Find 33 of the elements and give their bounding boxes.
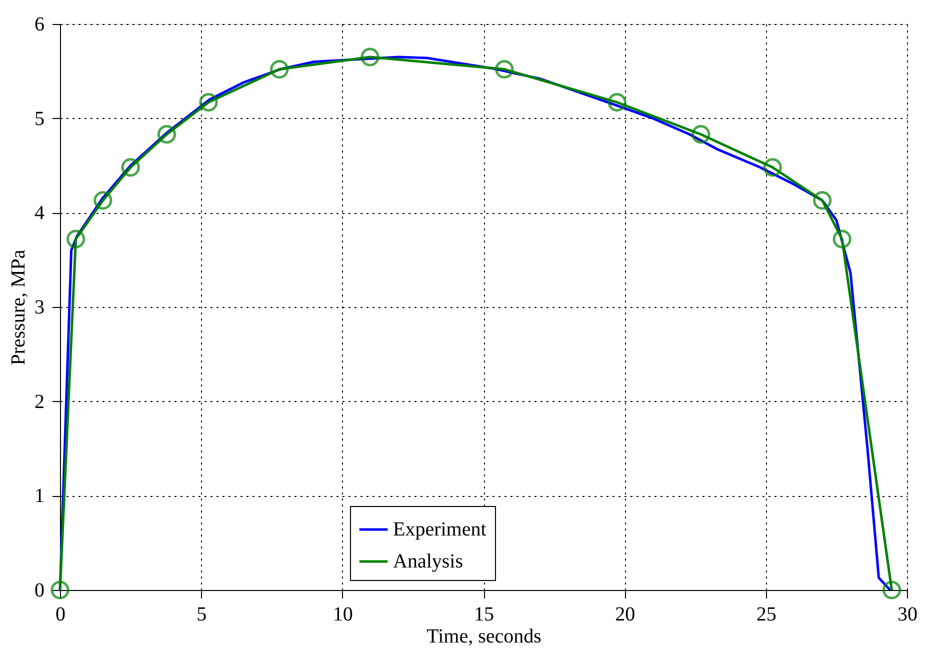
x-tick-label: 15 bbox=[474, 604, 494, 626]
point bbox=[832, 230, 852, 248]
point bbox=[692, 125, 710, 144]
legend-label: Experiment bbox=[393, 518, 487, 540]
y-tick-label: 4 bbox=[34, 202, 44, 224]
point bbox=[360, 48, 380, 66]
point bbox=[94, 191, 112, 210]
point bbox=[812, 191, 832, 210]
point bbox=[66, 230, 86, 248]
x-tick-label: 5 bbox=[196, 604, 207, 626]
y-tick-label: 0 bbox=[34, 580, 44, 602]
y-tick-label: 3 bbox=[34, 296, 44, 318]
x-axis-title: Time, seconds bbox=[426, 626, 542, 648]
x-tick-label: 25 bbox=[756, 604, 776, 626]
point bbox=[157, 125, 176, 144]
point bbox=[121, 158, 140, 177]
point bbox=[763, 158, 782, 177]
y-tick-label: 1 bbox=[34, 485, 44, 508]
x-tick-label: 0 bbox=[56, 604, 66, 626]
y-tick-label: 5 bbox=[34, 108, 44, 130]
y-tick-label: 6 bbox=[34, 14, 44, 36]
point bbox=[270, 60, 289, 79]
point bbox=[495, 60, 514, 79]
x-tick-label: 20 bbox=[615, 604, 636, 626]
legend-label: Analysis bbox=[393, 550, 464, 572]
point bbox=[50, 580, 70, 600]
y-axis-title: Pressure, MPa bbox=[8, 250, 30, 366]
x-tick-label: 10 bbox=[332, 604, 353, 626]
y-tick-label: 2 bbox=[34, 390, 44, 413]
point bbox=[882, 580, 902, 600]
point bbox=[608, 93, 626, 112]
point bbox=[199, 93, 218, 112]
x-tick-label: 30 bbox=[898, 604, 918, 626]
